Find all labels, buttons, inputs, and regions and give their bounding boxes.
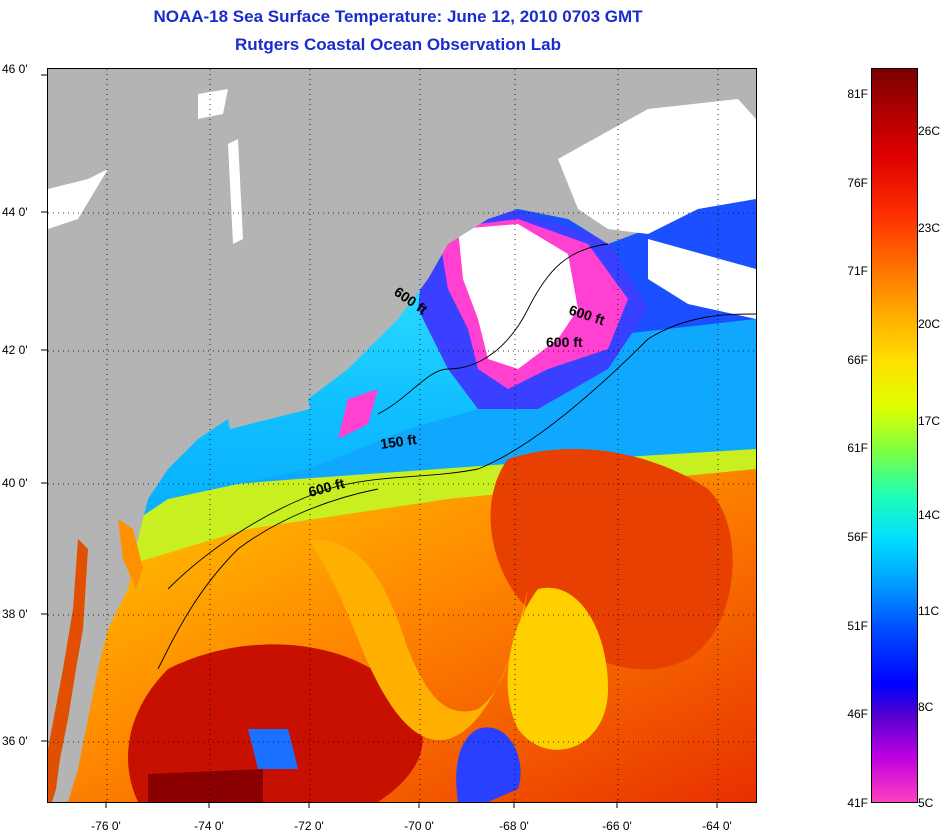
colorbar-f-76: 76F <box>847 176 868 190</box>
lon-label-76: -76 0' <box>91 819 121 833</box>
lat-label-46: 46 0' <box>2 62 28 76</box>
map-title: NOAA-18 Sea Surface Temperature: June 12… <box>153 7 643 26</box>
cold-patch <box>456 727 521 802</box>
cold-spot <box>248 729 298 769</box>
lat-label-44: 44 0' <box>2 205 28 219</box>
graticule <box>48 69 756 802</box>
shelf-water <box>48 269 508 609</box>
cloud-gulf-of-maine <box>458 224 578 369</box>
lon-label-68: -68 0' <box>499 819 529 833</box>
colorbar-c-26: 26C <box>918 124 941 138</box>
colorbar-f-51: 51F <box>847 619 868 633</box>
colorbar-f-56: 56F <box>847 530 868 544</box>
contour-label-600-georges: 600 ft <box>546 334 583 350</box>
colorbar-f-61: 61F <box>847 441 868 455</box>
colorbar-c-11: 11C <box>918 604 940 618</box>
speckled-area <box>507 587 608 750</box>
colorbar-c-14: 14C <box>918 508 941 522</box>
colorbar-c-17: 17C <box>918 414 941 428</box>
sst-map-canvas: 600 ft 600 ft 600 ft 150 ft 600 ft <box>48 69 756 802</box>
colorbar-c-5: 5C <box>918 796 934 810</box>
map-subtitle: Rutgers Coastal Ocean Observation Lab <box>235 35 561 54</box>
temperature-colorbar <box>871 68 918 803</box>
lake-a <box>198 89 228 119</box>
delaware-bay <box>118 519 143 589</box>
lat-label-36: 36 0' <box>2 734 28 748</box>
lon-label-64: -64 0' <box>702 819 732 833</box>
lon-label-70: -70 0' <box>404 819 434 833</box>
cloud-nova-scotia <box>558 99 756 234</box>
colorbar-f-71: 71F <box>847 264 868 278</box>
lon-label-66: -66 0' <box>602 819 632 833</box>
chesapeake-bay <box>48 539 88 802</box>
lon-label-74: -74 0' <box>194 819 224 833</box>
lat-label-40: 40 0' <box>2 476 28 490</box>
colorbar-f-41: 41F <box>847 796 868 810</box>
warm-core <box>128 644 423 802</box>
colorbar-f-66: 66F <box>847 353 868 367</box>
hot-patch <box>148 769 263 802</box>
land-mass <box>48 69 756 802</box>
cold-tongue <box>308 539 528 741</box>
cloud-offshore <box>648 239 756 319</box>
bathymetry-contours <box>157 243 756 670</box>
colorbar-f-46: 46F <box>847 707 868 721</box>
lat-label-38: 38 0' <box>2 607 28 621</box>
lon-label-72: -72 0' <box>294 819 324 833</box>
colorbar-f-81: 81F <box>847 87 868 101</box>
lake-champlain <box>228 139 243 244</box>
lat-label-42: 42 0' <box>2 343 28 357</box>
sst-map[interactable]: 600 ft 600 ft 600 ft 150 ft 600 ft <box>47 68 757 803</box>
long-island <box>228 399 310 429</box>
colorbar-c-20: 20C <box>918 317 941 331</box>
cape-cod-cold <box>338 389 378 439</box>
colorbar-c-8: 8C <box>918 700 934 714</box>
colorbar-c-23: 23C <box>918 221 941 235</box>
lake-ontario-cloud <box>48 169 108 229</box>
contour-label-150: 150 ft <box>379 431 418 452</box>
